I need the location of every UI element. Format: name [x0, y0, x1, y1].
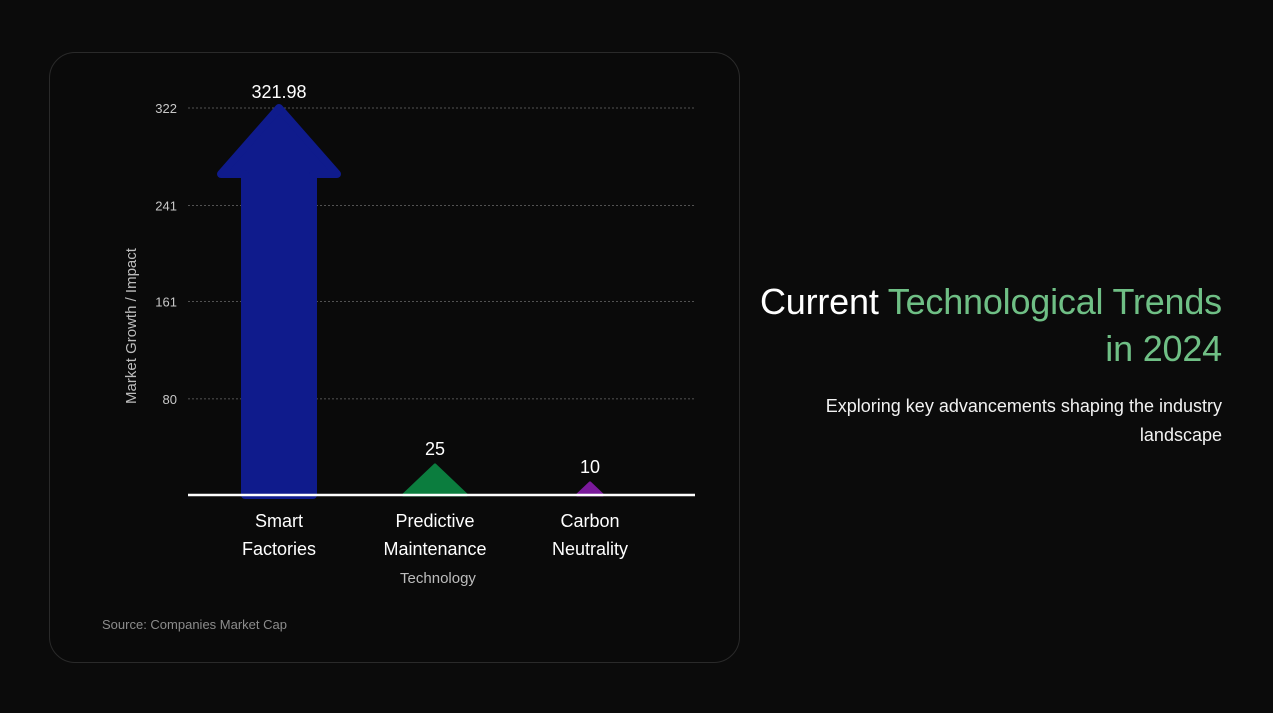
page-title: Current Technological Trends in 2024: [742, 278, 1222, 372]
x-tick-label: Maintenance: [383, 539, 486, 559]
y-tick-label: 80: [163, 392, 177, 407]
source-note: Source: Companies Market Cap: [102, 617, 287, 632]
chart-card: [49, 52, 740, 663]
page-subtitle: Exploring key advancements shaping the i…: [825, 396, 1222, 445]
title-block: Current Technological Trends in 2024 Exp…: [742, 278, 1222, 450]
x-tick-label: Carbon: [560, 511, 619, 531]
y-tick-label: 161: [155, 295, 177, 310]
x-tick-label: Factories: [242, 539, 316, 559]
title-part-1: Current: [759, 281, 888, 322]
y-axis-title: Market Growth / Impact: [123, 247, 140, 404]
title-part-2: Technological Trends in 2024: [887, 281, 1222, 369]
bar-triangle: [575, 481, 605, 497]
bars-layer: [217, 104, 605, 499]
y-tick-label: 241: [155, 198, 177, 213]
data-label: 25: [425, 439, 445, 459]
y-tick-label: 322: [155, 101, 177, 116]
data-label: 10: [580, 457, 600, 477]
x-tick-label: Neutrality: [552, 539, 628, 559]
data-label: 321.98: [251, 82, 306, 102]
labels-layer: 80 161 241 322 321.98 Smart Factories 25 Predict…: [155, 82, 628, 559]
x-axis-title: Technology: [400, 570, 476, 587]
x-tick-label: Predictive: [395, 511, 474, 531]
bar-triangle: [401, 463, 469, 497]
x-tick-label: Smart: [255, 511, 303, 531]
bar-arrow: [217, 104, 341, 499]
